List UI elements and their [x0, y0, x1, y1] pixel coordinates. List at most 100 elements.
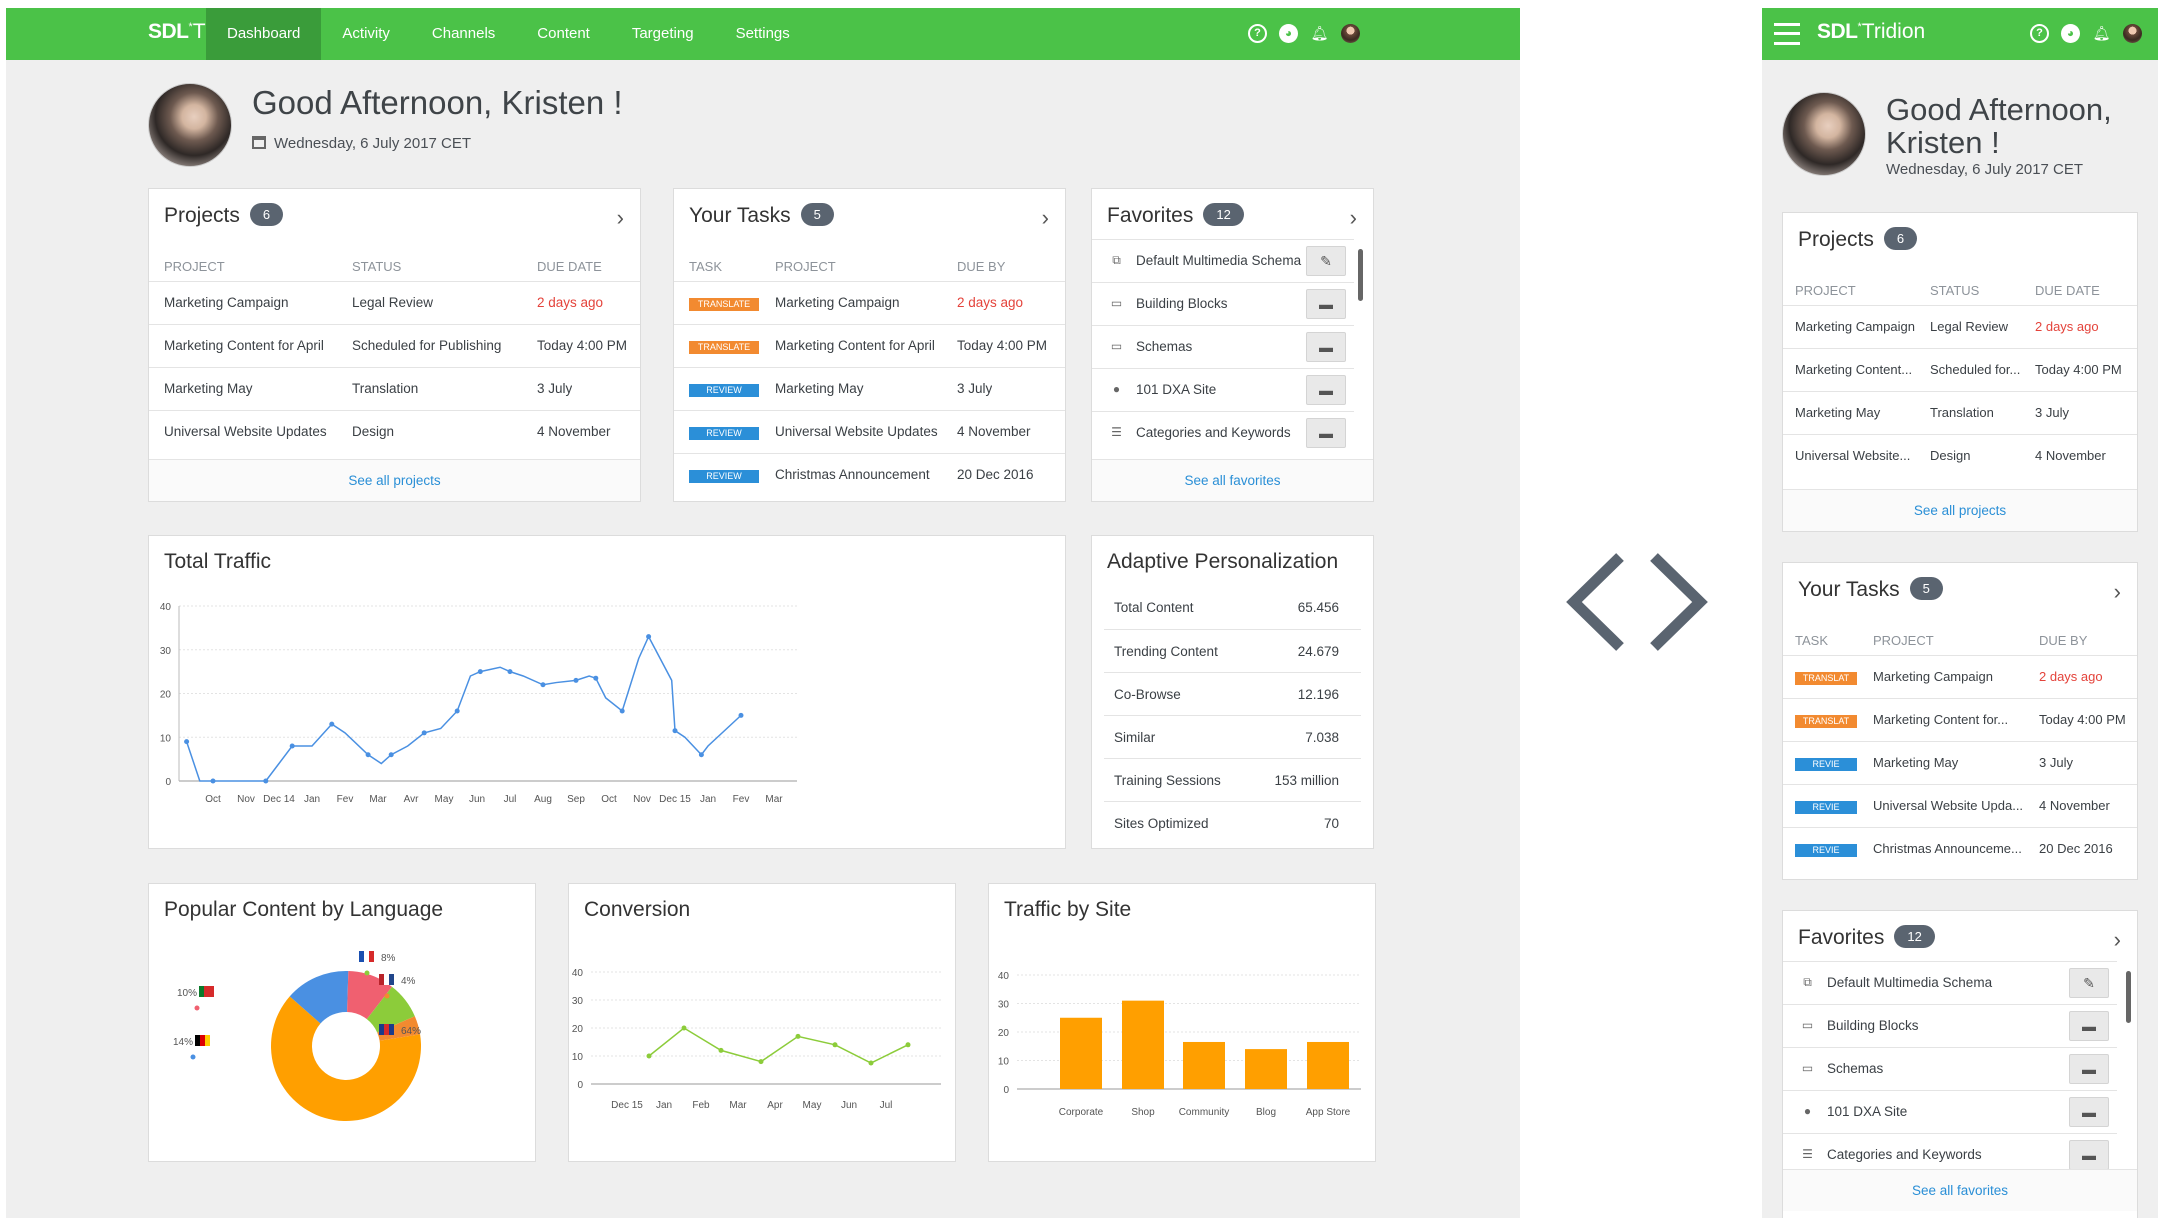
nav-tab-content[interactable]: Content — [537, 25, 590, 42]
slice-german[interactable] — [289, 971, 349, 1024]
globe-icon[interactable]: ◕ — [2061, 24, 2080, 43]
favorite-item[interactable]: ⧉ Default Multimedia Schema ✎ — [1092, 239, 1354, 282]
table-row[interactable]: Marketing Content... Scheduled for... Toda… — [1783, 348, 2137, 391]
table-row[interactable]: Universal Website... Design 4 November — [1783, 434, 2137, 477]
slice-english[interactable] — [270, 996, 421, 1121]
table-row[interactable]: REVIE Universal Website Upda... 4 November — [1783, 784, 2137, 827]
slice-french[interactable] — [366, 986, 415, 1033]
globe-icon[interactable]: ◕ — [1279, 24, 1298, 43]
nav-tab-targeting[interactable]: Targeting — [631, 25, 694, 42]
favorite-item[interactable]: ☰ Categories and Keywords ▬ — [1783, 1133, 2117, 1176]
data-point[interactable] — [210, 778, 216, 784]
chevron-right-icon[interactable]: › — [1349, 205, 1357, 230]
data-point[interactable] — [540, 682, 546, 688]
table-row[interactable]: REVIEW Marketing May 3 July — [674, 367, 1065, 410]
scrollbar[interactable] — [2126, 971, 2131, 1023]
data-point[interactable] — [593, 675, 599, 681]
bell-icon[interactable]: 🔔︎ — [1310, 25, 1329, 41]
bar-app-store[interactable] — [1307, 1041, 1349, 1089]
table-row[interactable]: Universal Website Updates Design 4 Novembe… — [149, 410, 640, 453]
table-row[interactable]: Marketing May Translation 3 July — [149, 367, 640, 410]
edit-icon[interactable]: ✎ — [2069, 968, 2109, 998]
data-point[interactable] — [573, 677, 579, 683]
nav-tab-activity[interactable]: Activity — [342, 25, 390, 42]
open-folder-icon[interactable]: ▬ — [2069, 1011, 2109, 1041]
brand-logo[interactable]: SDL*Tridion — [1817, 20, 1926, 43]
chevron-right-icon[interactable]: › — [2113, 579, 2121, 604]
table-row[interactable]: Marketing Content for April Scheduled for… — [149, 324, 640, 367]
bar-shop[interactable] — [1122, 1000, 1164, 1089]
scrollbar[interactable] — [1358, 249, 1363, 301]
nav-tab-dashboard[interactable]: Dashboard — [206, 8, 322, 60]
open-folder-icon[interactable]: ▬ — [1306, 375, 1346, 405]
data-point[interactable] — [507, 669, 513, 675]
data-point[interactable] — [646, 1053, 652, 1059]
data-point[interactable] — [421, 730, 427, 736]
table-row[interactable]: TRANSLATE Marketing Campaign 2 days ago — [674, 281, 1065, 324]
open-folder-icon[interactable]: ▬ — [2069, 1140, 2109, 1170]
data-point[interactable] — [365, 752, 371, 758]
data-point[interactable] — [184, 739, 190, 745]
open-folder-icon[interactable]: ▬ — [1306, 418, 1346, 448]
help-icon[interactable]: ? — [2030, 24, 2049, 43]
data-point[interactable] — [454, 708, 460, 714]
data-point[interactable] — [718, 1047, 724, 1053]
nav-tab-channels[interactable]: Channels — [431, 25, 496, 42]
data-point[interactable] — [738, 712, 744, 718]
data-point[interactable] — [681, 1025, 687, 1031]
table-row[interactable]: Marketing May Translation 3 July — [1783, 391, 2137, 434]
help-icon[interactable]: ? — [1248, 24, 1267, 43]
data-point[interactable] — [698, 752, 704, 758]
see-all-favorites-link[interactable]: See all favorites — [1092, 459, 1373, 501]
data-point[interactable] — [329, 721, 335, 727]
table-row[interactable]: Marketing Campaign Legal Review 2 days ago — [1783, 305, 2137, 348]
table-row[interactable]: REVIEW Christmas Announcement 20 Dec 2016 — [674, 453, 1065, 496]
favorite-item[interactable]: ▭ Schemas ▬ — [1092, 325, 1354, 368]
data-point[interactable] — [672, 728, 678, 734]
data-point[interactable] — [289, 743, 295, 749]
see-all-favorites-link[interactable]: See all favorites — [1783, 1169, 2137, 1211]
open-folder-icon[interactable]: ▬ — [1306, 289, 1346, 319]
data-point[interactable] — [832, 1042, 838, 1048]
data-point[interactable] — [758, 1059, 764, 1065]
table-row[interactable]: REVIE Marketing May 3 July — [1783, 741, 2137, 784]
favorite-item[interactable]: ● 101 DXA Site ▬ — [1092, 368, 1354, 411]
table-row[interactable]: TRANSLATE Marketing Content for April Toda… — [674, 324, 1065, 367]
bar-corporate[interactable] — [1060, 1017, 1102, 1089]
table-row[interactable]: TRANSLAT Marketing Content for... Today 4:… — [1783, 698, 2137, 741]
table-row[interactable]: Marketing Campaign Legal Review 2 days ago — [149, 281, 640, 324]
favorite-item[interactable]: ● 101 DXA Site ▬ — [1783, 1090, 2117, 1133]
table-row[interactable]: TRANSLAT Marketing Campaign 2 days ago — [1783, 655, 2137, 698]
open-folder-icon[interactable]: ▬ — [2069, 1054, 2109, 1084]
bar-blog[interactable] — [1245, 1049, 1287, 1089]
see-all-projects-link[interactable]: See all projects — [149, 459, 640, 501]
chevron-right-icon[interactable]: › — [616, 205, 624, 230]
open-folder-icon[interactable]: ▬ — [1306, 332, 1346, 362]
bar-community[interactable] — [1183, 1041, 1225, 1089]
bell-icon[interactable]: 🔔︎ — [2092, 25, 2111, 41]
data-point[interactable] — [263, 778, 269, 784]
data-point[interactable] — [868, 1060, 874, 1066]
open-folder-icon[interactable]: ▬ — [2069, 1097, 2109, 1127]
hamburger-menu-icon[interactable] — [1774, 23, 1800, 45]
user-avatar[interactable] — [1341, 24, 1360, 43]
data-point[interactable] — [619, 708, 625, 714]
chevron-right-icon[interactable]: › — [1041, 205, 1049, 230]
favorite-item[interactable]: ▭ Building Blocks ▬ — [1783, 1004, 2117, 1047]
favorite-item[interactable]: ▭ Schemas ▬ — [1783, 1047, 2117, 1090]
table-row[interactable]: REVIEW Universal Website Updates 4 Novembe… — [674, 410, 1065, 453]
data-point[interactable] — [646, 634, 652, 640]
favorite-item[interactable]: ▭ Building Blocks ▬ — [1092, 282, 1354, 325]
data-point[interactable] — [905, 1042, 911, 1048]
chevron-right-icon[interactable]: › — [2113, 927, 2121, 952]
table-row[interactable]: REVIE Christmas Announceme... 20 Dec 2016 — [1783, 827, 2137, 870]
data-point[interactable] — [477, 669, 483, 675]
edit-icon[interactable]: ✎ — [1306, 246, 1346, 276]
user-avatar[interactable] — [2123, 24, 2142, 43]
nav-tab-settings[interactable]: Settings — [735, 25, 790, 42]
data-point[interactable] — [388, 752, 394, 758]
see-all-projects-link[interactable]: See all projects — [1783, 489, 2137, 531]
favorite-item[interactable]: ⧉ Default Multimedia Schema ✎ — [1783, 961, 2117, 1004]
favorite-item[interactable]: ☰ Categories and Keywords ▬ — [1092, 411, 1354, 454]
data-point[interactable] — [795, 1033, 801, 1039]
